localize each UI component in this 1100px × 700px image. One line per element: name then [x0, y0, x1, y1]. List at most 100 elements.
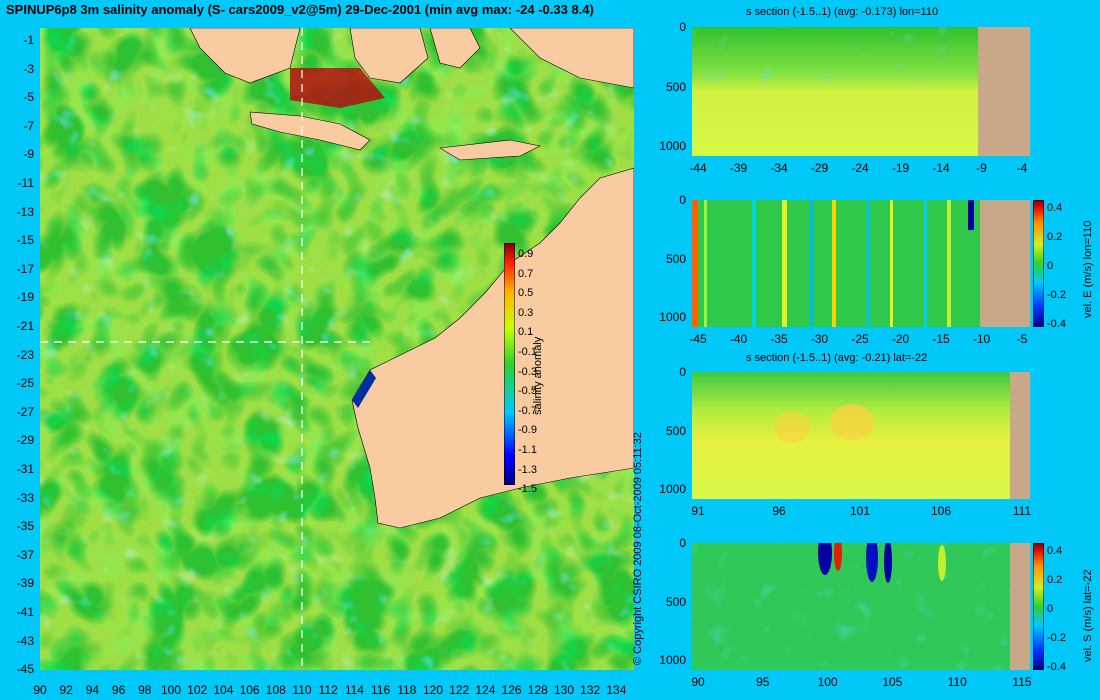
- map-colorbar-label: salinity anomaly: [532, 336, 544, 415]
- map-colorbar-tick: -0.1: [518, 346, 537, 358]
- panel-1-x-tick: -29: [810, 161, 829, 175]
- map-lon-tick: 124: [475, 683, 496, 697]
- land-borneo: [349, 28, 429, 84]
- panel-4-land: [1010, 543, 1030, 670]
- map-lat-tick: -31: [16, 462, 34, 476]
- panel-1-y-tick: 500: [665, 79, 686, 94]
- map-colorbar-tick: 0.1: [518, 326, 534, 339]
- salinity-map: [40, 28, 634, 670]
- panel-2-x-tick: -10: [972, 332, 991, 346]
- map-lat-tick: -7: [23, 118, 34, 133]
- panel-4-colorbar: [1033, 543, 1044, 670]
- map-lon-tick: 90: [33, 683, 47, 697]
- map-lon-tick: 112: [318, 683, 338, 697]
- map-lon-tick: 126: [501, 683, 522, 697]
- figure-title: SPINUP6p8 3m salinity anomaly (S- cars20…: [6, 2, 594, 17]
- panel-4-x-tick: 115: [1012, 675, 1032, 689]
- panel-2-colorbar-tick: -0.4: [1047, 318, 1066, 330]
- map-lon-tick: 128: [527, 683, 548, 697]
- map-colorbar-tick: 0.9: [518, 248, 534, 260]
- map-lat-tick: -21: [16, 319, 34, 333]
- land-java: [249, 111, 371, 151]
- panel-4-x-tick: 110: [947, 675, 967, 689]
- panel-2-colorbar-tick: 0.2: [1047, 231, 1063, 243]
- map-colorbar-tick: -0.7: [518, 404, 537, 417]
- panel-2-x-tick: -30: [810, 332, 829, 346]
- panel-2-colorbar-tick: -0.2: [1047, 289, 1066, 301]
- panel-1-x-tick: -4: [1016, 161, 1028, 175]
- map-colorbar-tick: 0.5: [518, 287, 534, 300]
- map-colorbar-tick: -1.3: [518, 463, 537, 476]
- copyright-text: © Copyright CSIRO 2009 08-Oct-2009 05:11…: [632, 432, 644, 665]
- map-colorbar-tick: -1.5: [518, 483, 537, 496]
- map-lon-tick: 134: [606, 683, 627, 697]
- map-lat-tick: -25: [16, 376, 34, 391]
- panel-3-y-tick: 500: [665, 423, 686, 438]
- panel-2-x-tick: -25: [851, 332, 869, 346]
- map-colorbar-tick: 0.7: [518, 267, 534, 280]
- panel-4-colorbar-tick: 0: [1047, 603, 1054, 615]
- panel-2-x-tick: -45: [689, 332, 707, 346]
- panel-1-x-tick: -34: [770, 161, 788, 175]
- panel-1-x-tick: -14: [932, 161, 950, 175]
- map-lon-tick: 94: [85, 683, 100, 697]
- land-australia: [351, 167, 634, 529]
- map-lon-tick: 114: [344, 683, 364, 697]
- panel-1-title: s section (-1.5..1) (avg: -0.173) lon=11…: [746, 6, 939, 18]
- map-lat-tick: -29: [16, 433, 34, 448]
- map-colorbar-tick: 0.3: [518, 306, 534, 319]
- panel-4-colorbar-tick: 0.2: [1047, 574, 1063, 586]
- map-lat-tick: -17: [16, 261, 34, 276]
- panel-4-plot: [692, 543, 1030, 670]
- map-colorbar-tick: -0.5: [518, 385, 537, 398]
- panel-1-y-tick: 1000: [659, 139, 686, 153]
- panel-1-x-tick: -24: [851, 161, 869, 175]
- map-lat-tick: -35: [16, 519, 34, 534]
- panel-2-x-tick: -20: [891, 332, 910, 346]
- map-lat-tick: -45: [16, 662, 34, 677]
- panel-4-colorbar-tick: 0.4: [1047, 545, 1063, 557]
- map-lon-tick: 116: [371, 683, 391, 697]
- map-lon-tick: 96: [111, 683, 126, 697]
- panel-4-x-tick: 100: [817, 675, 838, 689]
- land-new-guinea: [509, 28, 634, 89]
- land-timor: [439, 139, 541, 161]
- panel-2-x-tick: -40: [729, 332, 748, 346]
- panel-4-colorbar-tick: -0.4: [1047, 661, 1066, 673]
- panel-4-colorbar-tick: -0.2: [1047, 632, 1066, 644]
- panel-4-x-tick: 90: [691, 675, 705, 689]
- map-lon-tick: 132: [580, 683, 601, 697]
- map-lon-tick: 130: [553, 683, 575, 697]
- map-lat-tick: -37: [16, 547, 34, 562]
- panel-2-colorbar-tick: 0.4: [1047, 202, 1063, 214]
- panel-3-plot: [692, 372, 1030, 499]
- map-lon-tick: 100: [160, 683, 182, 697]
- panel-1-plot: [692, 27, 1030, 156]
- land-sumatra: [189, 28, 301, 84]
- panel-2-y-tick: 1000: [659, 310, 686, 324]
- panel-3-x-tick: 101: [849, 504, 871, 518]
- map-colorbar-tick: -0.3: [518, 365, 537, 378]
- panel-3-title: s section (-1.5..1) (avg: -0.21) lat=-22: [746, 352, 928, 364]
- panel-2-x-tick: -35: [770, 332, 788, 346]
- map-lon-tick: 104: [213, 683, 234, 697]
- panel-2-colorbar: [1033, 200, 1044, 327]
- map-lat-tick: -3: [23, 61, 34, 76]
- panel-2-x-tick: -15: [932, 332, 950, 346]
- panel-2-land: [980, 200, 1030, 327]
- map-lat-tick: -39: [16, 576, 34, 591]
- panel-2-y-tick: 0: [679, 193, 686, 207]
- map-lat-tick: -27: [16, 404, 34, 419]
- panel-2-y-tick: 500: [665, 251, 686, 266]
- map-lat-tick: -33: [16, 490, 34, 505]
- panel-1-x-tick: -9: [976, 161, 987, 175]
- map-lat-tick: -13: [16, 204, 34, 219]
- map-lon-tick: 102: [187, 683, 208, 697]
- map-colorbar: [504, 243, 515, 485]
- map-lat-tick: -9: [23, 147, 34, 162]
- panel-2-colorbar-label: vel. E (m/s) lon=110: [1082, 220, 1094, 318]
- panel-4-x-tick: 95: [756, 675, 770, 689]
- map-lon-tick: 120: [422, 683, 444, 697]
- panel-3-land: [1010, 372, 1030, 499]
- map-lon-tick: 108: [265, 683, 286, 697]
